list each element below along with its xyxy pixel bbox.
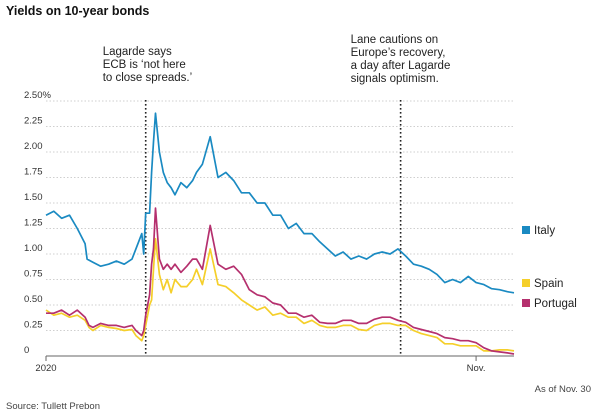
legend-label: Spain — [534, 278, 563, 290]
y-axis-ticks: 2.50% 2.25 2.00 1.75 1.50 1.25 1.00 0.75 0.50 0.2… — [24, 90, 51, 356]
y-tick-label: 0 — [24, 345, 29, 356]
y-tick-label: 1.75 — [24, 167, 43, 178]
annotation-text: to close spreads.’ — [103, 72, 193, 84]
annotation-text: Lagarde says — [103, 46, 172, 58]
legend-label: Portugal — [534, 298, 577, 310]
legend-swatch — [522, 299, 530, 307]
annotation-text: ECB is ‘not here — [103, 59, 186, 71]
y-tick-label: 2.00 — [24, 141, 43, 152]
y-tick-label: 1.50 — [24, 192, 43, 203]
annotation-text: a day after Lagarde — [351, 60, 451, 72]
series-line-spain — [45, 237, 515, 352]
annotation-text: Lane cautions on — [351, 34, 439, 46]
legend-swatch — [522, 279, 530, 287]
series-line-portugal — [46, 207, 515, 355]
chart-title: Yields on 10-year bonds — [6, 4, 149, 18]
legend: Italy Spain Portugal — [522, 225, 577, 310]
y-tick-label: 0.75 — [24, 269, 43, 280]
grid-lines — [46, 100, 514, 357]
legend-swatch — [522, 226, 530, 234]
y-tick-label: 1.25 — [24, 218, 43, 229]
x-tick-label: Nov. — [467, 363, 486, 374]
y-tick-label: 2.25 — [24, 116, 43, 127]
y-tick-label: 1.00 — [24, 243, 43, 254]
legend-label: Italy — [534, 225, 555, 237]
series-lines — [45, 112, 515, 355]
x-tick-label: 2020 — [35, 363, 56, 374]
annotation-text: Europe’s recovery, — [351, 47, 446, 59]
series-line-italy — [45, 112, 515, 294]
y-tick-label: 0.50 — [24, 294, 43, 305]
y-tick-label: 0.25 — [24, 320, 43, 331]
annotation-text: signals optimism. — [351, 73, 439, 85]
source-note: Source: Tullett Prebon — [6, 401, 100, 412]
x-axis-ticks: 2020 Nov. — [35, 356, 485, 374]
y-tick-label: 2.50% — [24, 90, 51, 101]
as-of-note: As of Nov. 30 — [535, 384, 591, 395]
